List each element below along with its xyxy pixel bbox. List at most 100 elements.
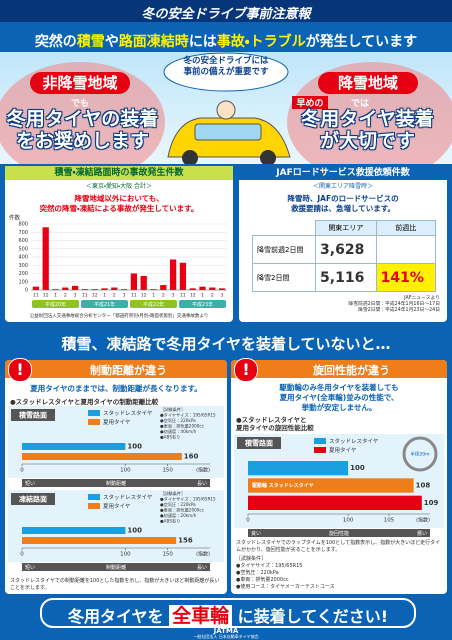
- y-tick-label: 800: [18, 222, 28, 228]
- label-box: [11, 409, 55, 421]
- braking-note: スタッドレスタイヤでの制動距離を100とした指数を示し、指数が大きいほど制動距離…: [10, 578, 220, 591]
- bar: [248, 461, 349, 476]
- cell: 5,116: [315, 263, 377, 292]
- chart-label: 積雪路面: [244, 439, 273, 448]
- logo: JATMA: [213, 627, 239, 635]
- right-early: 早めの: [292, 96, 328, 109]
- annotation-line: 降雪地域以外においても、: [74, 194, 164, 203]
- slogan-part: 冬用タイヤを: [67, 607, 164, 626]
- season-band: [81, 300, 128, 308]
- season-band: [179, 300, 226, 308]
- accident-source: 公益財団法人交通事故総合分析センター「都道府県別・月別・路面状態別」交通事故数よ…: [29, 314, 209, 319]
- bar: [248, 495, 422, 510]
- season-label: 平成23年: [192, 301, 213, 308]
- row-label: 降雪前週2日間: [251, 235, 317, 264]
- x-tick-label: 12: [92, 293, 98, 299]
- chart-label: 積雪路面: [18, 411, 47, 420]
- subtitle-part: や: [104, 34, 119, 50]
- cornering-note: スタッドレスタイヤでのラップタイムを100として指数表示し、指数が大きいほど走行…: [236, 540, 441, 553]
- bar: [32, 286, 40, 290]
- bar: [169, 259, 177, 290]
- chart-label: 凍結路面: [19, 495, 47, 504]
- x-unit: (指数): [196, 467, 210, 474]
- table-header: 関東エリア: [315, 220, 377, 236]
- accident-annotation: 降雪地域以外においても、 突然の降雪・凍結による事故が発生しています。: [5, 194, 233, 214]
- jaf-message: 降雪時、JAFのロードサービスの 救援要請は、急増しています。: [239, 194, 447, 214]
- table-header: 前週比: [375, 220, 437, 236]
- label-box: [237, 437, 281, 449]
- legend-swatch: [88, 410, 100, 416]
- legend-label: 夏用タイヤ: [329, 446, 357, 454]
- x-tick-label: 2: [64, 293, 67, 299]
- cell: 3,628: [315, 235, 377, 264]
- x-tick-label: 105: [384, 518, 395, 524]
- left-main: 冬用タイヤの装着 をお奨めします: [0, 108, 165, 152]
- bar: [62, 287, 69, 290]
- season-band: [130, 300, 177, 308]
- subtitle-part: 積雪: [76, 34, 105, 50]
- axis-caption: 旋回性能: [329, 530, 349, 537]
- cell: 141%: [375, 263, 437, 292]
- bar: [130, 273, 138, 290]
- y-tick-label: 500: [18, 246, 28, 252]
- alert-icon: !: [234, 358, 258, 382]
- legend-swatch: [88, 494, 100, 500]
- x-tick-label: 12: [190, 293, 196, 299]
- message-line: 降雪時、JAFのロードサービスの: [287, 194, 399, 203]
- season-band: [32, 300, 79, 308]
- value-label: 160: [184, 453, 199, 461]
- x-tick-label: 3: [221, 293, 224, 299]
- y-tick-label: 200: [18, 271, 28, 277]
- banner: 積雪、凍結路で冬用タイヤを装着していないと…: [61, 335, 391, 353]
- condition: ●タイヤサイズ：195/65R15: [160, 496, 216, 503]
- braking-lead: 夏用タイヤのままでは、制動距離が長くなります。: [30, 384, 202, 393]
- condition: ●タイヤサイズ：195/65R15: [160, 412, 216, 419]
- x-tick-label: 3: [74, 293, 77, 299]
- accident-subtitle: ＜東京・愛知・大阪 合計＞: [86, 183, 152, 190]
- main-line: 冬用タイヤ装着: [301, 108, 434, 130]
- x-unit: (指数): [416, 517, 430, 524]
- axis-caption: 良い: [251, 530, 261, 537]
- condition: ●車両：排気量2000cc: [160, 507, 205, 514]
- x-tick-label: 3: [123, 293, 126, 299]
- annotation-line: 突然の降雪・凍結による事故が発生しています。: [39, 204, 199, 213]
- y-axis-label: 件数: [9, 214, 21, 222]
- title-bar: [0, 0, 452, 22]
- condition: ●空気圧：220kPa: [160, 501, 196, 508]
- bar: [248, 478, 414, 493]
- braking-caption: ●スタッドレスタイヤと夏用タイヤの制動距離比較: [10, 398, 159, 406]
- main-line: をお奨めします: [15, 130, 149, 152]
- y-tick-label: 400: [18, 255, 28, 261]
- x-tick-label: 1: [201, 293, 204, 299]
- value-label: 100: [127, 527, 142, 535]
- x-tick-label: 12: [141, 293, 147, 299]
- axis-caption: 悪い: [417, 531, 427, 537]
- axis-caption: 長い: [197, 565, 207, 571]
- footer-slogan: 冬用タイヤを 全車輪 に装着してください!: [40, 601, 416, 628]
- bar: [71, 285, 79, 290]
- condition: ［試験条件］: [236, 556, 267, 562]
- legend-swatch: [314, 438, 326, 444]
- x-tick-label: 100: [120, 552, 131, 558]
- x-tick-label: 2: [211, 293, 214, 299]
- x-tick-label: 0: [20, 468, 24, 474]
- subtitle-part: 事故・トラブル: [216, 34, 306, 50]
- legend-label: スタッドレスタイヤ: [103, 409, 153, 417]
- track: [402, 436, 438, 472]
- bar: [111, 287, 118, 290]
- legend-label: スタッドレスタイヤ: [103, 493, 153, 501]
- subtitle: 突然の積雪や路面凍結時には事故・トラブルが発生しています: [0, 31, 452, 51]
- x-tick-label: 0: [246, 518, 250, 524]
- jaf-notes: JAFニュースより 降雪前週2日間：平成24年1月16日〜17日 降雪2日間：平成2…: [290, 296, 440, 314]
- condition: ●空気圧：220kPa: [236, 570, 279, 576]
- x-tick-label: 11: [82, 293, 88, 299]
- axis-caption: 短い: [25, 564, 35, 571]
- x-tick-label: 11: [180, 293, 186, 299]
- row-label: 降雪2日間: [251, 263, 317, 292]
- condition: ●車両：排気量2000cc: [160, 423, 205, 430]
- legend-label: スタッドレスタイヤ: [329, 437, 379, 445]
